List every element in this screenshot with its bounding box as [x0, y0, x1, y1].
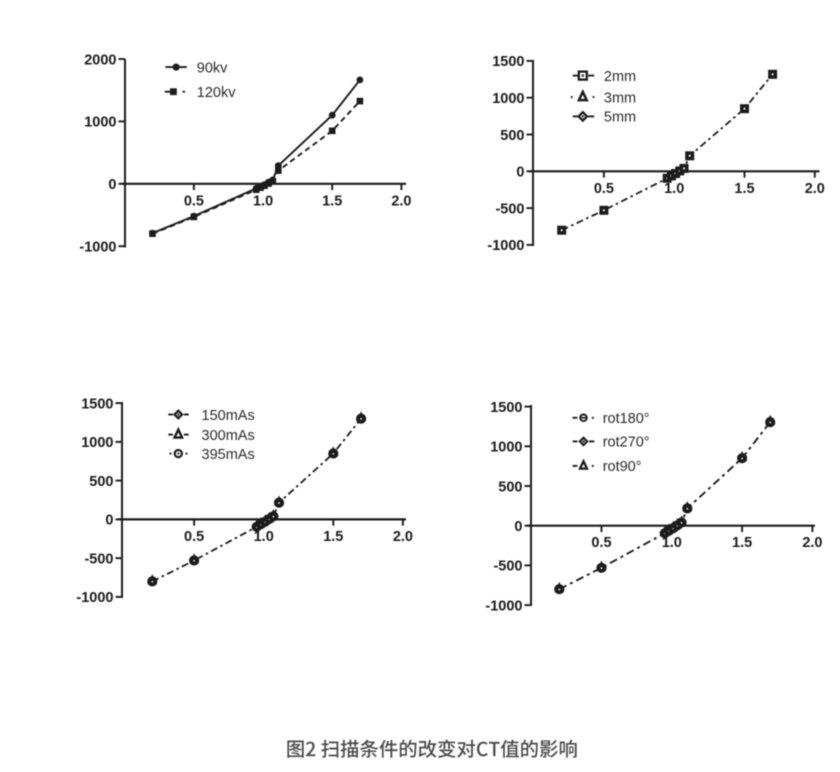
svg-text:-1000: -1000: [76, 590, 113, 606]
svg-text:-1000: -1000: [487, 238, 524, 254]
svg-text:0: 0: [108, 177, 116, 193]
svg-text:2000: 2000: [84, 52, 116, 68]
svg-text:0.5: 0.5: [591, 535, 611, 551]
svg-text:0.5: 0.5: [184, 193, 204, 209]
svg-text:3mm: 3mm: [604, 90, 636, 106]
svg-text:1500: 1500: [81, 396, 113, 412]
svg-text:-1000: -1000: [485, 598, 522, 614]
svg-text:0: 0: [514, 519, 522, 535]
svg-text:2.0: 2.0: [805, 181, 825, 197]
svg-text:1000: 1000: [492, 91, 524, 107]
svg-text:2.0: 2.0: [393, 529, 413, 545]
svg-text:0.5: 0.5: [594, 181, 614, 197]
svg-text:500: 500: [500, 128, 524, 144]
svg-text:1000: 1000: [81, 435, 113, 451]
svg-text:1.0: 1.0: [664, 181, 684, 197]
svg-text:1.0: 1.0: [254, 529, 274, 545]
svg-text:1500: 1500: [492, 54, 524, 70]
svg-text:300mAs: 300mAs: [202, 428, 255, 444]
svg-text:2mm: 2mm: [604, 69, 636, 85]
svg-text:5mm: 5mm: [604, 110, 636, 126]
svg-text:rot270°: rot270°: [603, 435, 650, 451]
svg-text:0: 0: [105, 513, 113, 529]
svg-text:rot180°: rot180°: [603, 411, 650, 427]
svg-text:-500: -500: [84, 551, 113, 567]
svg-text:0.5: 0.5: [184, 529, 204, 545]
svg-text:1.5: 1.5: [734, 181, 754, 197]
svg-text:1000: 1000: [84, 115, 116, 131]
svg-text:1.5: 1.5: [322, 193, 342, 209]
svg-text:1.0: 1.0: [253, 193, 273, 209]
svg-text:-500: -500: [495, 201, 524, 217]
svg-text:2.0: 2.0: [802, 535, 822, 551]
svg-text:1000: 1000: [490, 440, 522, 456]
svg-text:-500: -500: [493, 559, 522, 575]
svg-text:-1000: -1000: [79, 240, 116, 256]
svg-text:1.0: 1.0: [662, 535, 682, 551]
svg-text:500: 500: [89, 474, 113, 490]
svg-text:90kv: 90kv: [197, 60, 228, 76]
svg-text:0: 0: [516, 165, 524, 181]
svg-text:500: 500: [498, 479, 522, 495]
svg-text:1.5: 1.5: [732, 535, 752, 551]
svg-text:2.0: 2.0: [391, 193, 411, 209]
svg-text:395mAs: 395mAs: [202, 447, 255, 463]
svg-text:150mAs: 150mAs: [202, 408, 255, 424]
svg-text:1.5: 1.5: [323, 529, 343, 545]
svg-text:120kv: 120kv: [197, 85, 236, 101]
svg-text:1500: 1500: [490, 400, 522, 416]
svg-text:rot90°: rot90°: [603, 459, 642, 475]
